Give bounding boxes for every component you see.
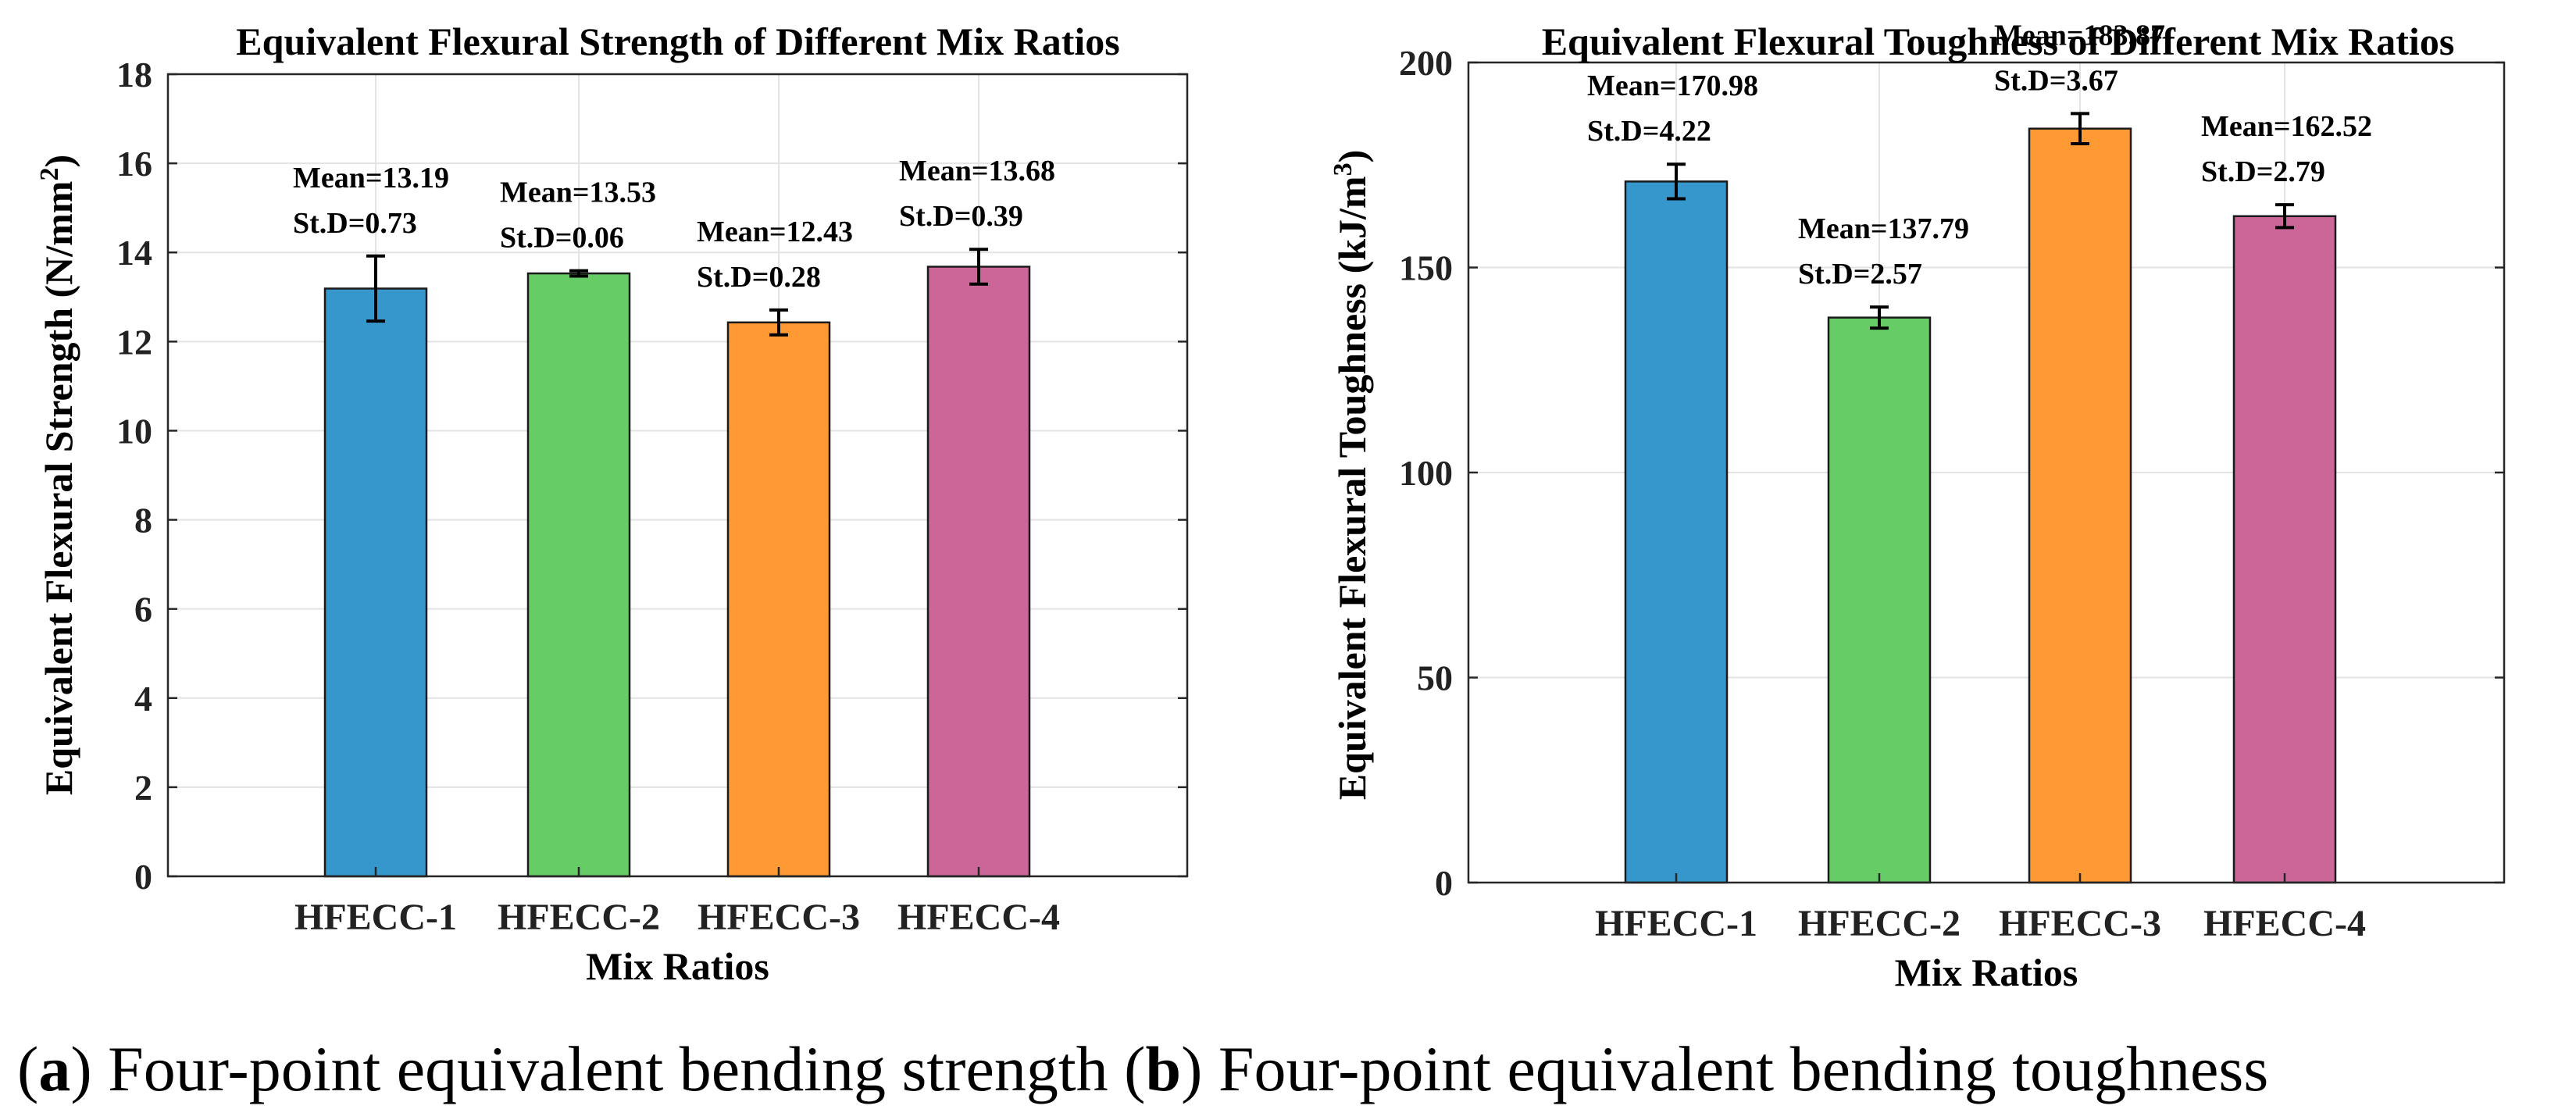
annotation-mean: Mean=13.68 <box>899 155 1055 187</box>
y-tick-label: 10 <box>116 411 152 451</box>
annotation-std: St.D=3.67 <box>1994 64 2118 97</box>
y-axis-label-main: Equivalent Flexural Toughness (kJ/m <box>1330 176 1374 800</box>
bar-hfecc-1 <box>1624 180 1729 884</box>
annotation-std: St.D=0.39 <box>899 200 1023 233</box>
caption-a-letter: a <box>38 1033 70 1104</box>
figure-caption: (a) Four-point equivalent bending streng… <box>17 1033 2268 1104</box>
annotation-mean: Mean=170.98 <box>1587 70 1758 102</box>
y-tick-label: 16 <box>116 144 152 184</box>
y-axis-label-superscript: 3 <box>1329 162 1358 176</box>
x-tick-label: HFECC-4 <box>2203 903 2366 944</box>
chart-a-flexural-strength: 0 2 4 6 8 10 12 14 16 18 Mean=13.19 St.D=0.73 Mean=1… <box>35 20 1189 988</box>
y-axis-label-end: ) <box>37 155 80 168</box>
y-tick-label: 18 <box>116 55 152 95</box>
y-tick-label: 6 <box>134 590 152 630</box>
annotation-std: St.D=2.79 <box>2201 155 2325 188</box>
annotation-mean: Mean=183.87 <box>1994 19 2165 52</box>
y-tick-label: 14 <box>116 233 152 273</box>
y-tick-label: 4 <box>134 679 152 719</box>
y-tick-label: 12 <box>116 322 152 362</box>
bar-hfecc-2 <box>1827 316 1932 884</box>
y-axis-label-end: ) <box>1330 150 1374 163</box>
x-tick-label: HFECC-3 <box>698 897 860 938</box>
x-tick-label: HFECC-3 <box>1999 903 2161 944</box>
annotation-std: St.D=0.73 <box>293 207 417 240</box>
bar-hfecc-4 <box>2232 215 2337 884</box>
y-tick-label: 8 <box>134 501 152 540</box>
chart-title: Equivalent Flexural Strength of Differen… <box>236 20 1119 63</box>
y-axis-label-main: Equivalent Flexural Strength (N/mm <box>37 181 80 796</box>
y-axis-label: Equivalent Flexural Toughness (kJ/m3) <box>1329 150 1374 800</box>
y-tick-label: 0 <box>1435 863 1453 903</box>
axes-frame <box>166 73 1189 878</box>
annotation-mean: Mean=12.43 <box>697 216 853 248</box>
y-axis-label: Equivalent Flexural Strength (N/mm2) <box>35 155 80 795</box>
x-axis-label: Mix Ratios <box>1895 951 2078 994</box>
x-tick-label: HFECC-2 <box>1798 903 1961 944</box>
annotation-mean: Mean=162.52 <box>2201 110 2372 143</box>
y-tick-label: 100 <box>1399 453 1453 493</box>
x-tick-label: HFECC-2 <box>498 897 660 938</box>
annotation-std: St.D=0.28 <box>697 261 821 294</box>
caption-b-text: Four-point equivalent bending toughness <box>1202 1033 2268 1104</box>
caption-b-letter: b <box>1145 1033 1181 1104</box>
bar-hfecc-3 <box>726 321 831 878</box>
x-tick-label: HFECC-4 <box>897 897 1060 938</box>
annotation-mean: Mean=137.79 <box>1798 212 1969 245</box>
bar-hfecc-2 <box>526 272 631 878</box>
bar-hfecc-4 <box>926 266 1031 878</box>
y-tick-label: 200 <box>1399 43 1453 83</box>
annotation-std: St.D=2.57 <box>1798 258 1922 291</box>
y-tick-label: 50 <box>1417 658 1453 698</box>
y-tick-label: 2 <box>134 768 152 808</box>
x-tick-label: HFECC-1 <box>294 897 457 938</box>
axes-frame <box>1467 61 2506 884</box>
x-tick-label: HFECC-1 <box>1595 903 1757 944</box>
annotation-std: St.D=4.22 <box>1587 115 1711 148</box>
chart-b-flexural-toughness: 0 50 100 150 200 Mean=170.98 St.D=4.22 Mean=137… <box>1329 19 2506 994</box>
y-tick-label: 150 <box>1399 248 1453 288</box>
annotation-mean: Mean=13.53 <box>500 177 656 209</box>
caption-a-text: Four-point equivalent bending strength <box>92 1033 1125 1104</box>
y-axis-label-superscript: 2 <box>35 168 64 181</box>
chart-title: Equivalent Flexural Toughness of Differe… <box>1542 20 2455 63</box>
bar-hfecc-1 <box>323 287 428 878</box>
x-axis-label: Mix Ratios <box>586 944 769 988</box>
annotation-mean: Mean=13.19 <box>293 162 449 194</box>
bar-hfecc-3 <box>2028 127 2132 884</box>
annotation-std: St.D=0.06 <box>500 222 624 255</box>
y-tick-label: 0 <box>134 857 152 897</box>
